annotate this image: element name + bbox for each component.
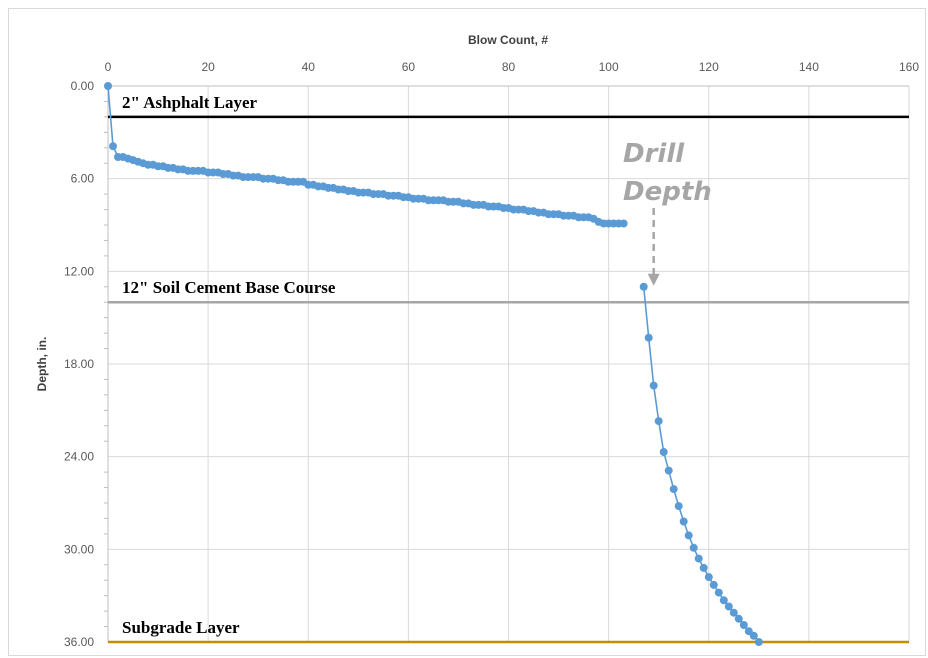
data-point (739, 621, 748, 629)
layer-boundaries: 2" Ashphalt Layer 12" Soil Cement Base Co… (108, 93, 909, 644)
y-tick-label: 18.00 (64, 357, 94, 371)
y-tick-label: 6.00 (71, 172, 95, 186)
x-tick-label: 80 (502, 60, 516, 74)
drill-depth-annotation: Drill Depth (623, 139, 712, 286)
y-tick-label: 24.00 (64, 450, 94, 464)
y-tick-label: 30.00 (64, 542, 94, 556)
data-point (664, 466, 673, 475)
data-point (694, 554, 703, 563)
x-tick-label: 160 (899, 60, 919, 74)
data-point (669, 485, 678, 494)
axes: 0 20 40 60 80 100 120 140 160 0.00 6.00 12.00 18.00 2… (64, 60, 919, 649)
data-point (704, 573, 713, 582)
y-tick-label: 12.00 (64, 264, 94, 278)
data-point (719, 596, 728, 605)
annotation-text-depth: Depth (623, 177, 712, 207)
y-axis-title: Depth, in. (35, 337, 49, 392)
x-axis-title: Blow Count, # (468, 33, 548, 47)
data-point (649, 381, 658, 390)
data-point (734, 614, 743, 623)
x-tick-label: 20 (201, 60, 215, 74)
data-point (699, 563, 708, 572)
x-tick-label: 40 (302, 60, 316, 74)
y-tick-label: 36.00 (64, 635, 94, 649)
grid (108, 86, 910, 643)
data-point (654, 417, 663, 426)
data-point (754, 638, 763, 646)
layer-label: 2" Ashphalt Layer (122, 93, 258, 112)
data-point (729, 608, 738, 617)
series-line (642, 286, 760, 643)
annotation-arrowhead (647, 273, 660, 286)
data-point (109, 142, 117, 151)
x-tick-label: 100 (599, 60, 619, 74)
data-point (684, 531, 693, 540)
data-point (749, 631, 758, 640)
x-tick-label: 120 (699, 60, 719, 74)
data-point (674, 502, 683, 511)
x-tick-label: 0 (105, 60, 112, 74)
data-point (679, 517, 688, 526)
x-tick-label: 60 (402, 60, 416, 74)
y-tick-label: 0.00 (71, 79, 95, 93)
data-series (104, 82, 763, 646)
data-point (639, 282, 648, 291)
x-tick-label: 140 (799, 60, 819, 74)
data-point (104, 82, 112, 90)
data-point (714, 588, 723, 597)
data-point (689, 543, 698, 552)
annotation-text-drill: Drill (623, 139, 685, 169)
data-point (709, 580, 718, 589)
layer-label: Subgrade Layer (122, 618, 240, 637)
data-point (659, 448, 668, 456)
data-point (724, 602, 733, 611)
layer-label: 12" Soil Cement Base Course (122, 278, 336, 297)
data-point (644, 333, 653, 342)
data-point (619, 219, 628, 228)
